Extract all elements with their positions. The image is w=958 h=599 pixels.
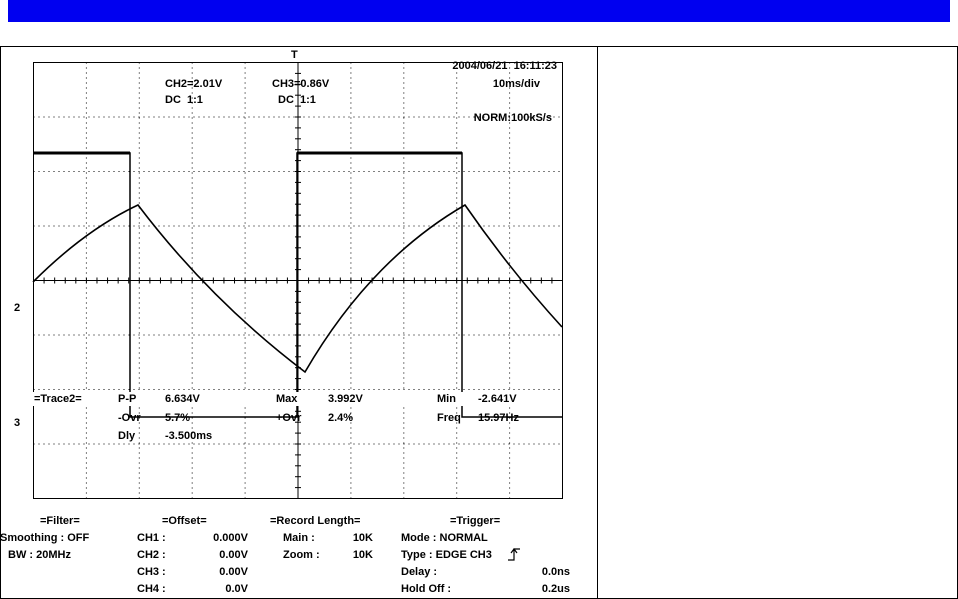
setting: BW : 20MHz: [8, 549, 71, 561]
measurement-label: Max: [276, 393, 298, 405]
measurement-value: 5.7%: [165, 412, 190, 424]
setting-label: Main :: [283, 532, 315, 544]
measurement-label: P-P: [118, 393, 136, 405]
measurements: =Trace2= P-P 6.634V Max 3.992V Min -2.64…: [33, 392, 562, 442]
setting-label: Hold Off :: [401, 583, 451, 595]
setting-value: 0.000V: [213, 532, 249, 544]
section-title: =Filter=: [40, 515, 80, 527]
setting-value: 0.0ns: [542, 566, 570, 578]
setting-value: 0.00V: [219, 549, 248, 561]
setting-label: Delay :: [401, 566, 437, 578]
channel-coupling: DC 1:1: [278, 94, 316, 106]
setting-value: 0.0V: [225, 583, 248, 595]
trace-ch3: [33, 152, 562, 418]
setting-label: CH3 :: [137, 566, 166, 578]
measurement-value: -2.641V: [478, 393, 517, 405]
measurement-value: 2.4%: [328, 412, 353, 424]
timestamp: 2004/06/21 16:11:23: [452, 60, 557, 72]
section-title: =Record Length=: [270, 515, 360, 527]
timebase: 10ms/div: [493, 78, 541, 90]
ground-marker: 3: [14, 417, 20, 429]
section-title: =Offset=: [162, 515, 207, 527]
channel-coupling: DC 1:1: [165, 94, 203, 106]
setting-label: CH4 :: [137, 583, 166, 595]
channel-scale: CH2=2.01V: [165, 78, 223, 90]
sampling: NORM:100kS/s: [474, 112, 552, 124]
measurement-label: Dly: [118, 430, 136, 442]
setting: Mode : NORMAL: [401, 532, 488, 544]
setting-value: 0.00V: [219, 566, 248, 578]
setting-value: 0.2us: [542, 583, 570, 595]
trigger-marker: T: [291, 49, 298, 61]
graticule: [33, 62, 563, 499]
setting: Smoothing : OFF: [0, 532, 89, 544]
measurement-label: Freq: [437, 412, 461, 424]
setting-value: 10K: [353, 549, 373, 561]
measurement-value: 15.97Hz: [478, 412, 519, 424]
settings: =Filter= Smoothing : OFF BW : 20MHz =Off…: [0, 515, 570, 595]
measurement-value: 6.634V: [165, 393, 201, 405]
measurement-label: -Ovr: [118, 412, 141, 424]
setting-label: CH1 :: [137, 532, 166, 544]
measurement-background: [33, 392, 562, 406]
ground-marker: 2: [14, 302, 20, 314]
channel-scale: CH3=0.86V: [272, 78, 330, 90]
measurement-value: -3.500ms: [165, 430, 212, 442]
measurement-label: +Ovr: [276, 412, 302, 424]
measurement-value: 3.992V: [328, 393, 364, 405]
title-bar: [8, 0, 950, 22]
section-title: =Trigger=: [450, 515, 500, 527]
edge-icon: [508, 548, 520, 561]
setting-label: CH2 :: [137, 549, 166, 561]
measurement-label: Min: [437, 393, 456, 405]
setting-label: Zoom :: [283, 549, 320, 561]
measurement-title: =Trace2=: [34, 393, 82, 405]
setting-value: 10K: [353, 532, 373, 544]
setting: Type : EDGE CH3: [401, 549, 492, 561]
trace-ch2: [32, 203, 563, 374]
